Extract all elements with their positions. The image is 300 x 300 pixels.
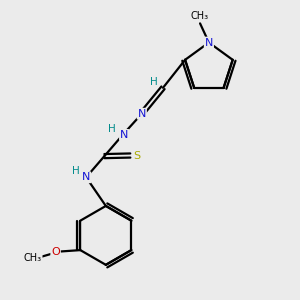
Text: CH₃: CH₃	[191, 11, 209, 21]
Text: O: O	[51, 247, 60, 256]
Text: N: N	[138, 109, 146, 119]
Text: H: H	[72, 167, 80, 176]
Text: N: N	[205, 38, 213, 47]
Text: H: H	[150, 77, 158, 88]
Text: N: N	[120, 130, 128, 140]
Text: S: S	[133, 151, 140, 160]
Text: CH₃: CH₃	[24, 254, 42, 263]
Text: N: N	[82, 172, 90, 182]
Text: H: H	[108, 124, 115, 134]
